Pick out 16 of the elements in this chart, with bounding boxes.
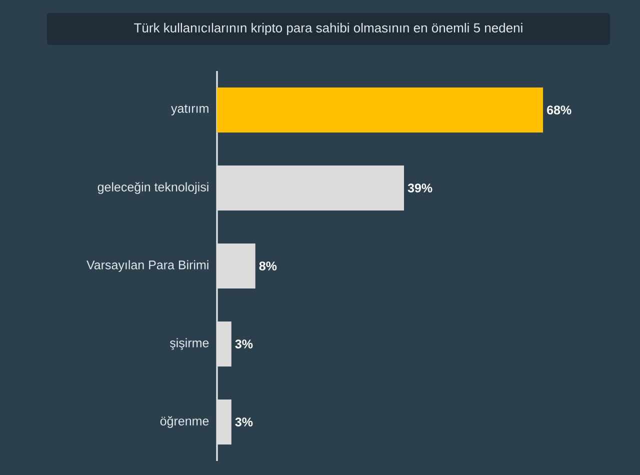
bar [217,88,544,133]
y-tick-label: öğrenme [160,416,209,428]
bar [217,166,404,211]
y-tick-label: geleceğin teknolojisi [98,182,208,194]
bar [217,400,232,445]
y-tick-label: şişirme [170,338,209,350]
chart-title: Türk kullanıcılarının kripto para sahibi olmasının en önemli 5 nedeni [134,22,522,36]
bar [217,244,256,289]
data-label: 8% [259,262,277,270]
y-tick-label: Varsayılan Para Birimi [86,260,208,272]
y-tick-label: yatırım [171,104,208,116]
data-label: 68% [547,106,572,114]
data-label: 3% [235,340,253,348]
data-label: 39% [408,184,432,192]
bar [217,322,232,367]
data-label: 3% [235,418,253,426]
